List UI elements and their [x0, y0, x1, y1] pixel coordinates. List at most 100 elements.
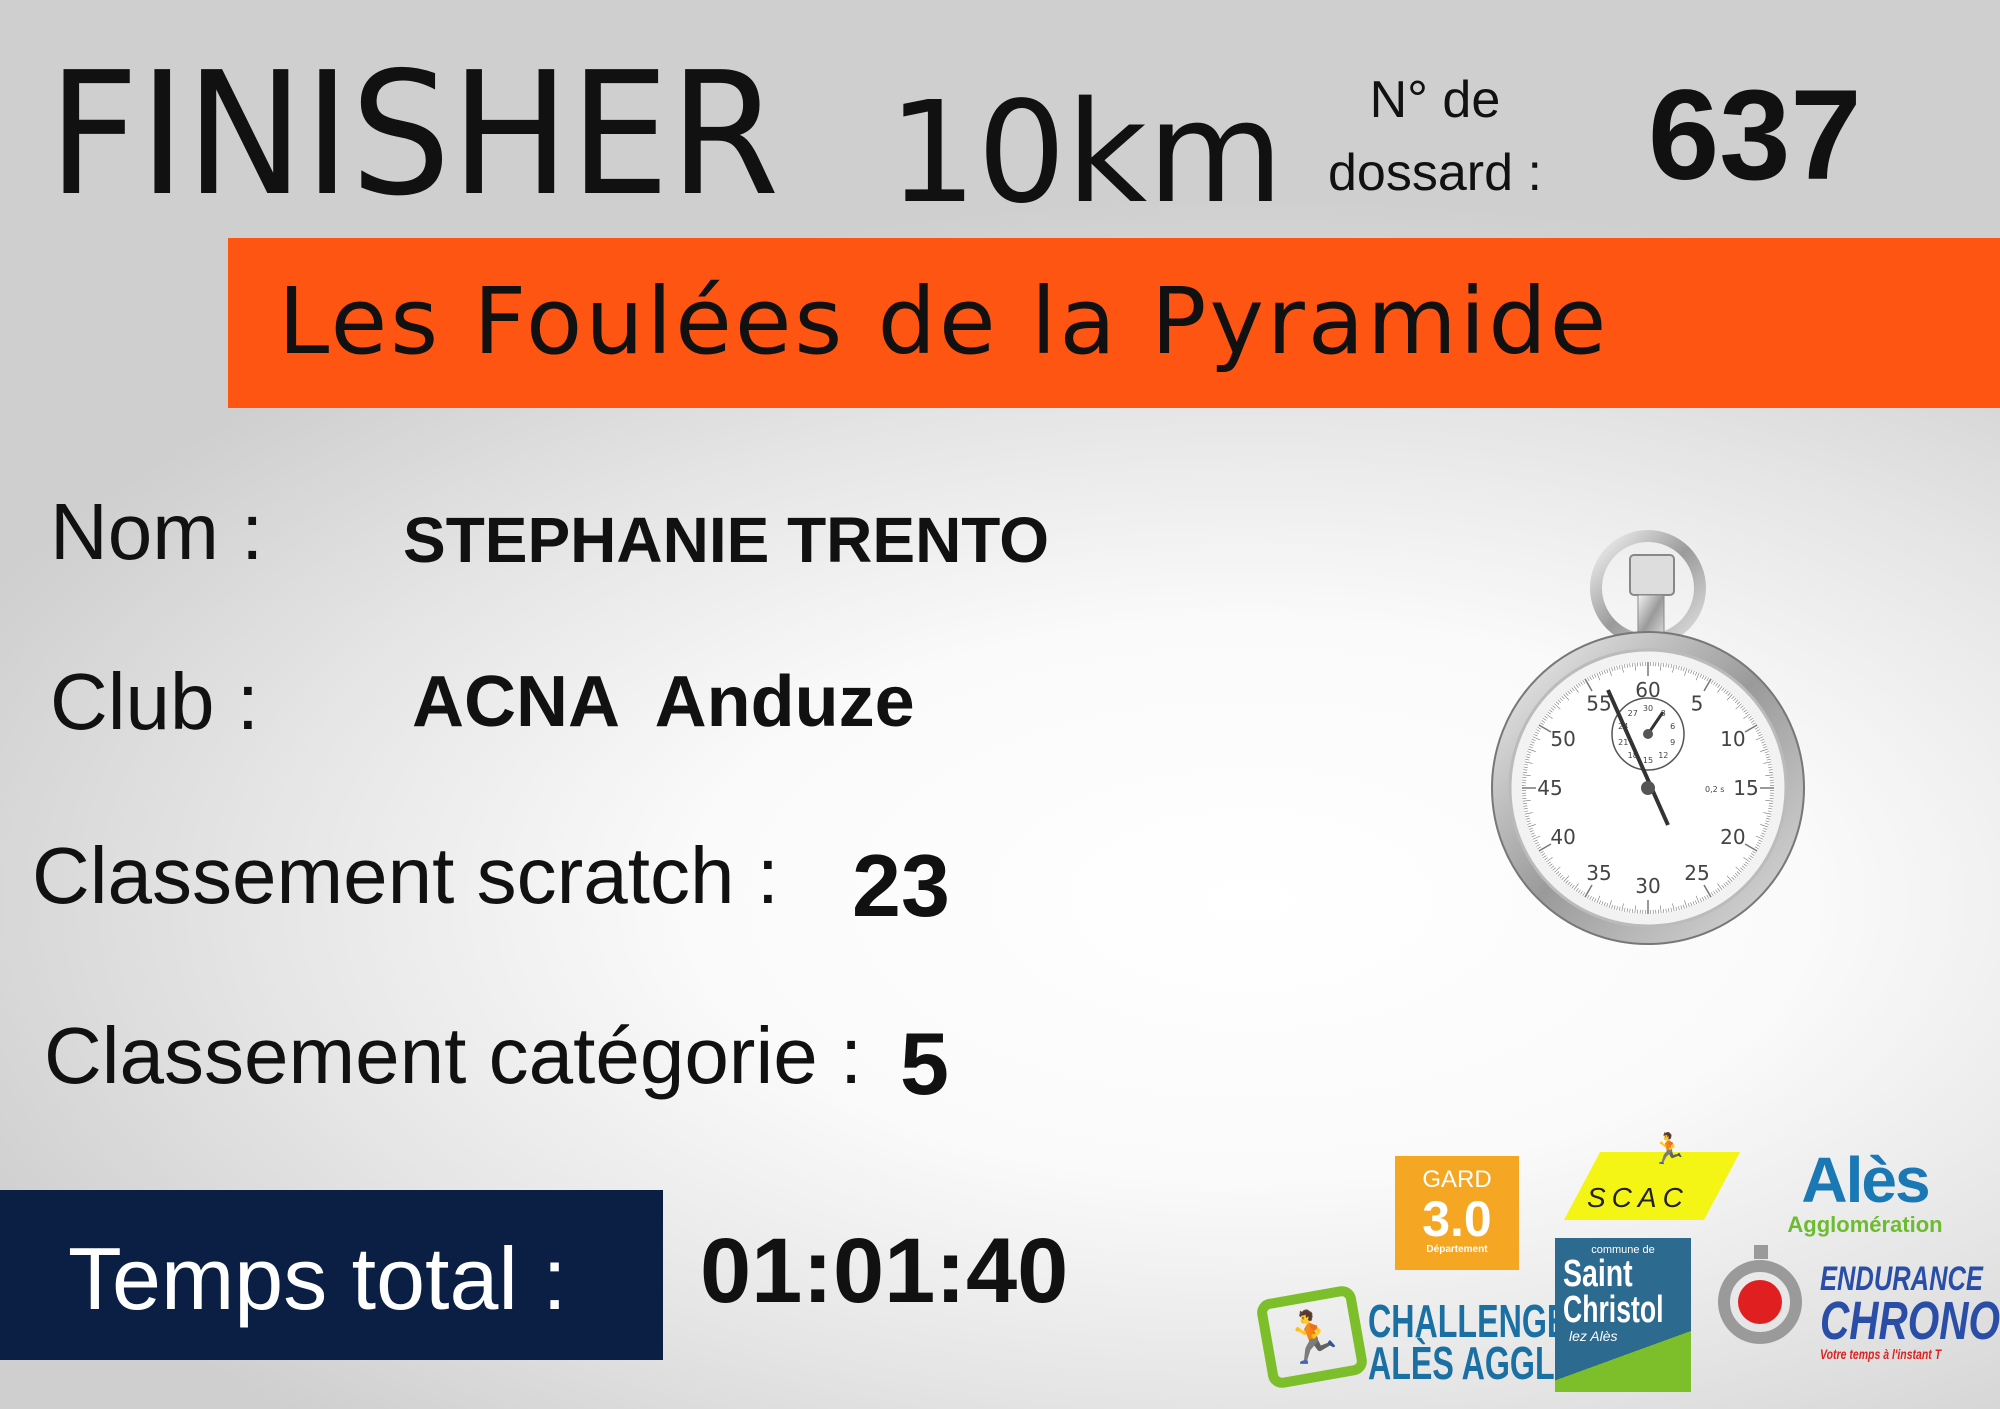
dial-tick: [1567, 690, 1571, 695]
dial-tick: [1760, 748, 1768, 752]
dial-tick: [1578, 682, 1581, 687]
dial-tick: [1541, 853, 1546, 856]
dial-tick: [1573, 883, 1579, 891]
dial-tick: [1706, 894, 1709, 899]
dial-tick: [1559, 874, 1563, 879]
chrono-center: [1738, 1280, 1782, 1324]
dial-number: 35: [1586, 861, 1611, 885]
dial-tick: [1582, 892, 1586, 896]
sub-dial-number: 30: [1643, 704, 1653, 713]
dial-tick: [1536, 844, 1541, 847]
endurance-chrono-icon: [1718, 1245, 1818, 1345]
dial-tick: [1731, 695, 1735, 700]
dial-tick: [1525, 818, 1530, 820]
dial-tick: [1565, 692, 1569, 696]
dial-tick: [1755, 844, 1760, 847]
dial-tick: [1762, 830, 1767, 833]
dial-tick: [1524, 812, 1533, 815]
dial-tick: [1726, 875, 1733, 882]
dial-tick: [1550, 707, 1555, 711]
dial-tick: [1713, 681, 1716, 686]
dial-tick: [1699, 673, 1702, 678]
dial-tick: [1675, 665, 1678, 670]
dial-tick: [1608, 668, 1612, 676]
dial-tick: [1752, 850, 1756, 854]
total-time-box: Temps total :: [0, 1190, 663, 1360]
dial-tick: [1764, 822, 1769, 825]
dial-number: 55: [1586, 691, 1611, 715]
dial-tick: [1678, 906, 1680, 911]
dial-tick: [1589, 895, 1592, 900]
dial-tick: [1660, 905, 1662, 914]
dial-tick: [1754, 846, 1759, 849]
dial-tick: [1768, 766, 1773, 768]
dial-tick: [1594, 898, 1597, 903]
dial-tick: [1717, 888, 1721, 892]
endurance-line1: ENDURANCE: [1820, 1260, 1983, 1298]
dial-number: 40: [1550, 825, 1575, 849]
dial-tick: [1721, 687, 1725, 692]
chrono-button: [1754, 1245, 1768, 1259]
dial-tick: [1624, 664, 1626, 669]
dial-tick: [1727, 880, 1731, 884]
dial-tick: [1529, 830, 1534, 833]
dial-tick: [1680, 666, 1683, 671]
dial-tick: [1726, 694, 1733, 701]
bib-number: 637: [1648, 64, 1862, 207]
dial-tick: [1690, 902, 1693, 907]
dial-tick: [1580, 681, 1583, 686]
ales-logo-line1: Alès: [1801, 1144, 1930, 1216]
name-label: Nom :: [50, 487, 264, 576]
dial-tick: [1734, 873, 1739, 877]
dial-tick: [1582, 680, 1586, 684]
category-rank: 5: [900, 1014, 949, 1113]
dial-tick: [1755, 729, 1760, 732]
dial-tick: [1525, 815, 1530, 818]
dial-tick: [1749, 855, 1754, 858]
dial-tick: [1544, 857, 1548, 861]
dial-tick: [1603, 902, 1606, 907]
dial-tick: [1743, 857, 1751, 863]
dial-tick: [1601, 901, 1604, 906]
dial-tick: [1578, 889, 1581, 894]
dial-tick: [1727, 692, 1731, 696]
dial-tick: [1528, 827, 1533, 830]
dial-tick: [1758, 734, 1763, 737]
dial-tick: [1580, 890, 1583, 895]
dial-tick: [1734, 699, 1739, 703]
dial-tick: [1634, 905, 1636, 914]
sub-dial-number: 9: [1670, 738, 1675, 747]
dial-tick: [1767, 764, 1772, 766]
dial-tick: [1764, 751, 1769, 754]
sub-dial-number: 15: [1643, 756, 1653, 765]
dial-unit: 0,2 s: [1705, 785, 1724, 794]
bib-label-line1: N° de: [1369, 71, 1501, 129]
dial-tick: [1540, 850, 1544, 854]
dial-tick: [1589, 676, 1592, 681]
dial-tick: [1769, 802, 1774, 805]
gard-logo-line3: Département: [1426, 1244, 1488, 1255]
dial-tick: [1561, 695, 1565, 700]
dial-tick: [1725, 881, 1729, 886]
challenge-logo-line1: CHALLENGE: [1368, 1295, 1569, 1347]
dial-tick: [1569, 689, 1573, 693]
dial-tick: [1690, 669, 1693, 674]
dial-tick: [1760, 824, 1768, 828]
dial-tick: [1717, 685, 1723, 693]
dial-tick: [1575, 684, 1579, 688]
dial-tick: [1682, 667, 1685, 672]
dial-tick: [1704, 895, 1707, 900]
dial-tick: [1573, 685, 1579, 693]
sub-dial-number: 6: [1670, 722, 1675, 731]
sub-dial-number: 18: [1628, 751, 1638, 760]
dial-number: 20: [1720, 825, 1745, 849]
dial-tick: [1526, 820, 1531, 823]
dial-tick: [1723, 689, 1727, 693]
dial-tick: [1532, 835, 1541, 840]
runner-name: STEPHANIE TRENTO: [403, 504, 1049, 576]
dial-tick: [1557, 699, 1562, 703]
dial-tick: [1533, 734, 1538, 737]
ales-logo-line2: Agglomération: [1787, 1212, 1943, 1237]
